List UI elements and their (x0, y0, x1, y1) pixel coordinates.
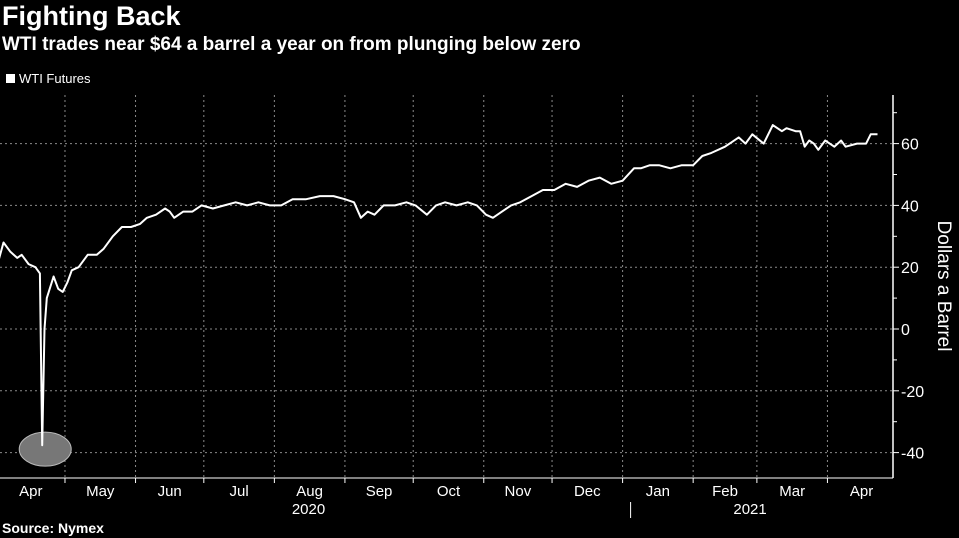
x-tick-label: Dec (574, 483, 601, 500)
chart-subtitle: WTI trades near $64 a barrel a year on f… (2, 34, 581, 55)
source-note: Source: Nymex (2, 520, 104, 536)
x-tick-label: Jun (158, 483, 182, 500)
y-tick-label: -20 (901, 384, 924, 401)
x-tick-label: Apr (19, 483, 42, 500)
highlight-ellipse (18, 431, 72, 467)
year-label: 2020 (292, 501, 325, 518)
x-tick-label: Jul (230, 483, 249, 500)
year-label: 2021 (733, 501, 766, 518)
series-line-wti-futures (0, 124, 878, 447)
x-tick-label: Apr (850, 483, 873, 500)
y-tick-label: 0 (901, 322, 910, 339)
x-tick-label: Mar (779, 483, 805, 500)
legend: WTI Futures (6, 71, 91, 86)
legend-label: WTI Futures (19, 71, 91, 86)
y-tick-label: -40 (901, 446, 924, 463)
legend-swatch (6, 74, 15, 83)
x-tick-label: Nov (505, 483, 532, 500)
y-tick-label: 20 (901, 260, 919, 277)
x-tick-label: Jan (646, 483, 670, 500)
chart-title: Fighting Back (2, 1, 181, 31)
y-tick-label: 40 (901, 198, 919, 215)
x-tick-label: Aug (296, 483, 323, 500)
x-tick-label: May (86, 483, 115, 500)
x-tick-label: Sep (366, 483, 393, 500)
y-axis-label: Dollars a Barrel (933, 221, 954, 352)
x-tick-label: Feb (712, 483, 738, 500)
y-tick-label: 60 (901, 137, 919, 154)
x-tick-label: Oct (437, 483, 461, 500)
